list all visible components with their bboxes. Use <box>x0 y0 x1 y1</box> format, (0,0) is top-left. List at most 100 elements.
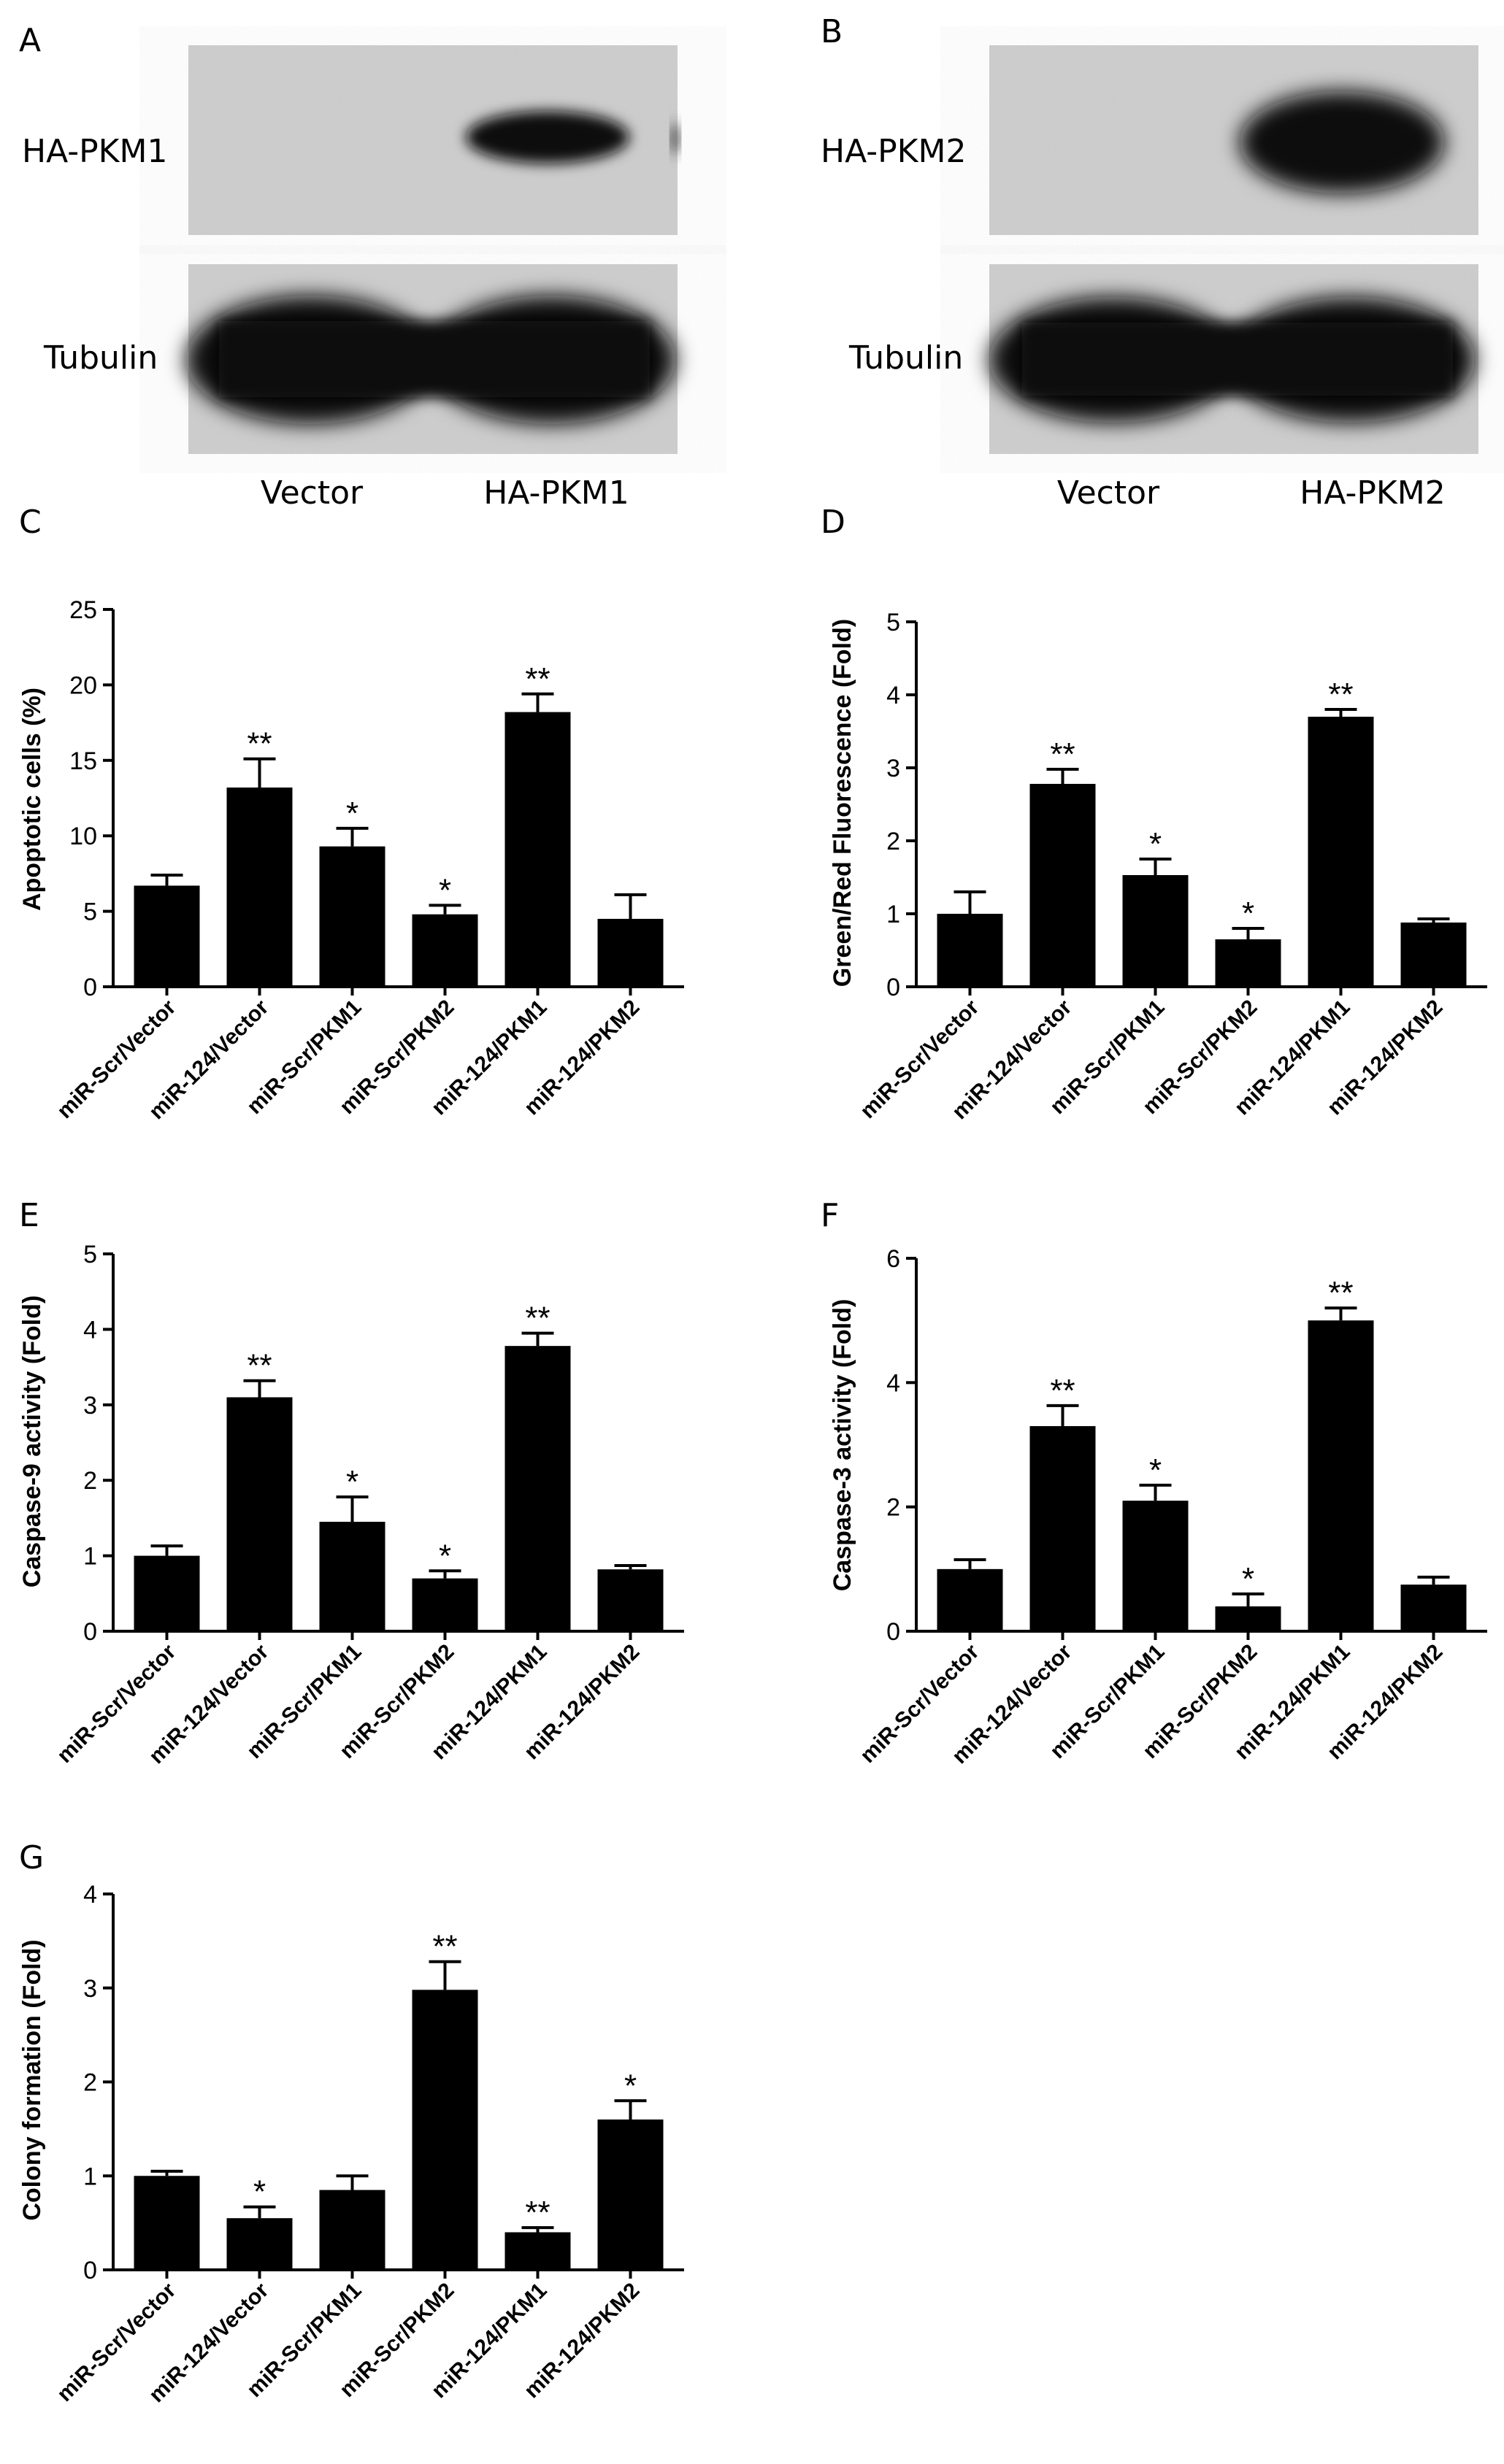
bar <box>1308 1320 1374 1631</box>
bar <box>134 1555 200 1631</box>
y-axis-label: Caspase-9 activity (Fold) <box>18 1295 46 1588</box>
significance-mark: * <box>1149 826 1162 862</box>
significance-mark: * <box>439 872 451 908</box>
y-axis-label: Caspase-3 activity (Fold) <box>829 1299 856 1592</box>
bar <box>937 914 1003 987</box>
bar <box>226 2218 293 2270</box>
band-tubulin-a-bridge <box>219 321 650 397</box>
bar <box>597 2120 664 2270</box>
bar <box>319 2190 385 2270</box>
bar <box>1308 717 1374 987</box>
y-tick-label: 5 <box>83 1241 97 1268</box>
y-tick-label: 2 <box>83 1467 97 1495</box>
y-tick-label: 2 <box>886 828 900 855</box>
bar <box>1215 1606 1281 1631</box>
significance-mark: * <box>1149 1452 1162 1488</box>
bar <box>134 885 200 987</box>
y-tick-label: 2 <box>83 2069 97 2097</box>
y-tick-label: 1 <box>886 901 900 928</box>
significance-mark: * <box>624 2068 637 2103</box>
y-tick-label: 3 <box>83 1392 97 1420</box>
significance-mark: ** <box>525 661 550 697</box>
bar <box>134 2176 200 2270</box>
significance-mark: ** <box>247 1348 272 1384</box>
bar <box>412 914 478 987</box>
bar <box>597 1569 664 1631</box>
blot-b-lane-label-1: Vector <box>1057 474 1160 512</box>
significance-mark: * <box>1242 896 1254 931</box>
bar <box>1400 1585 1467 1631</box>
bar <box>412 1990 478 2270</box>
bar <box>319 846 385 987</box>
bar <box>1029 1425 1096 1631</box>
panel-label-g: G <box>19 1839 44 1876</box>
bar <box>504 1346 571 1631</box>
panel-label-e: E <box>19 1197 39 1234</box>
significance-mark: ** <box>1328 1275 1353 1311</box>
significance-mark: ** <box>1328 677 1353 712</box>
y-tick-label: 0 <box>886 974 900 1001</box>
y-tick-label: 4 <box>83 1881 97 1909</box>
significance-mark: * <box>346 1464 358 1500</box>
significance-mark: ** <box>525 2195 550 2230</box>
band-edge-a <box>671 123 680 155</box>
y-tick-label: 15 <box>69 747 97 775</box>
significance-mark: ** <box>1050 1373 1075 1409</box>
blot-b-row-label-1: HA-PKM2 <box>821 133 966 170</box>
bar <box>319 1522 385 1631</box>
panel-label-c: C <box>19 504 42 541</box>
bar <box>597 918 664 987</box>
bar <box>412 1578 478 1631</box>
y-tick-label: 0 <box>83 974 97 1001</box>
y-axis-label: Apoptotic cells (%) <box>18 688 46 911</box>
panel-label-d: D <box>821 504 845 541</box>
y-tick-label: 0 <box>886 1618 900 1646</box>
band-ha-pkm1 <box>466 111 629 163</box>
y-tick-label: 5 <box>83 898 97 926</box>
bar <box>504 2232 571 2270</box>
y-tick-label: 4 <box>886 1369 900 1397</box>
panel-label-f: F <box>821 1197 839 1234</box>
significance-mark: * <box>346 796 358 831</box>
y-tick-label: 10 <box>69 823 97 850</box>
bar <box>1029 784 1096 987</box>
bar <box>1215 939 1281 987</box>
panel-label-b: B <box>821 13 843 50</box>
panel-a-blot: A HA-PKM1 Tubulin Vector HA-PKM1 <box>19 22 680 512</box>
band-ha-pkm2 <box>1240 91 1444 193</box>
significance-mark: ** <box>1050 736 1075 772</box>
blot-a-row-label-2: Tubulin <box>43 339 158 377</box>
y-tick-label: 3 <box>886 755 900 782</box>
bar <box>1122 875 1189 987</box>
y-tick-label: 1 <box>83 2163 97 2190</box>
y-tick-label: 2 <box>886 1494 900 1522</box>
panel-label-a: A <box>19 22 41 59</box>
y-tick-label: 4 <box>83 1316 97 1344</box>
blot-b-row-label-2: Tubulin <box>848 339 963 377</box>
blot-b-lane-label-2: HA-PKM2 <box>1300 474 1445 512</box>
bar <box>504 712 571 987</box>
bar <box>1400 923 1467 987</box>
significance-mark: ** <box>432 1929 457 1965</box>
significance-mark: * <box>253 2174 266 2210</box>
y-tick-label: 3 <box>83 1975 97 2003</box>
bar <box>1122 1501 1189 1631</box>
panel-b-blot: B HA-PKM2 Tubulin Vector HA-PKM2 <box>821 13 1478 512</box>
y-tick-label: 0 <box>83 1618 97 1646</box>
bar <box>226 788 293 987</box>
blot-a-row-label-1: HA-PKM1 <box>22 133 167 170</box>
y-tick-label: 4 <box>886 682 900 709</box>
y-tick-label: 0 <box>83 2257 97 2284</box>
y-tick-label: 20 <box>69 671 97 699</box>
blot-a-lane-label-1: Vector <box>261 474 364 512</box>
significance-mark: ** <box>525 1301 550 1336</box>
significance-mark: ** <box>247 726 272 762</box>
y-tick-label: 5 <box>886 609 900 636</box>
y-axis-label: Colony formation (Fold) <box>18 1939 46 2220</box>
y-tick-label: 6 <box>886 1245 900 1273</box>
